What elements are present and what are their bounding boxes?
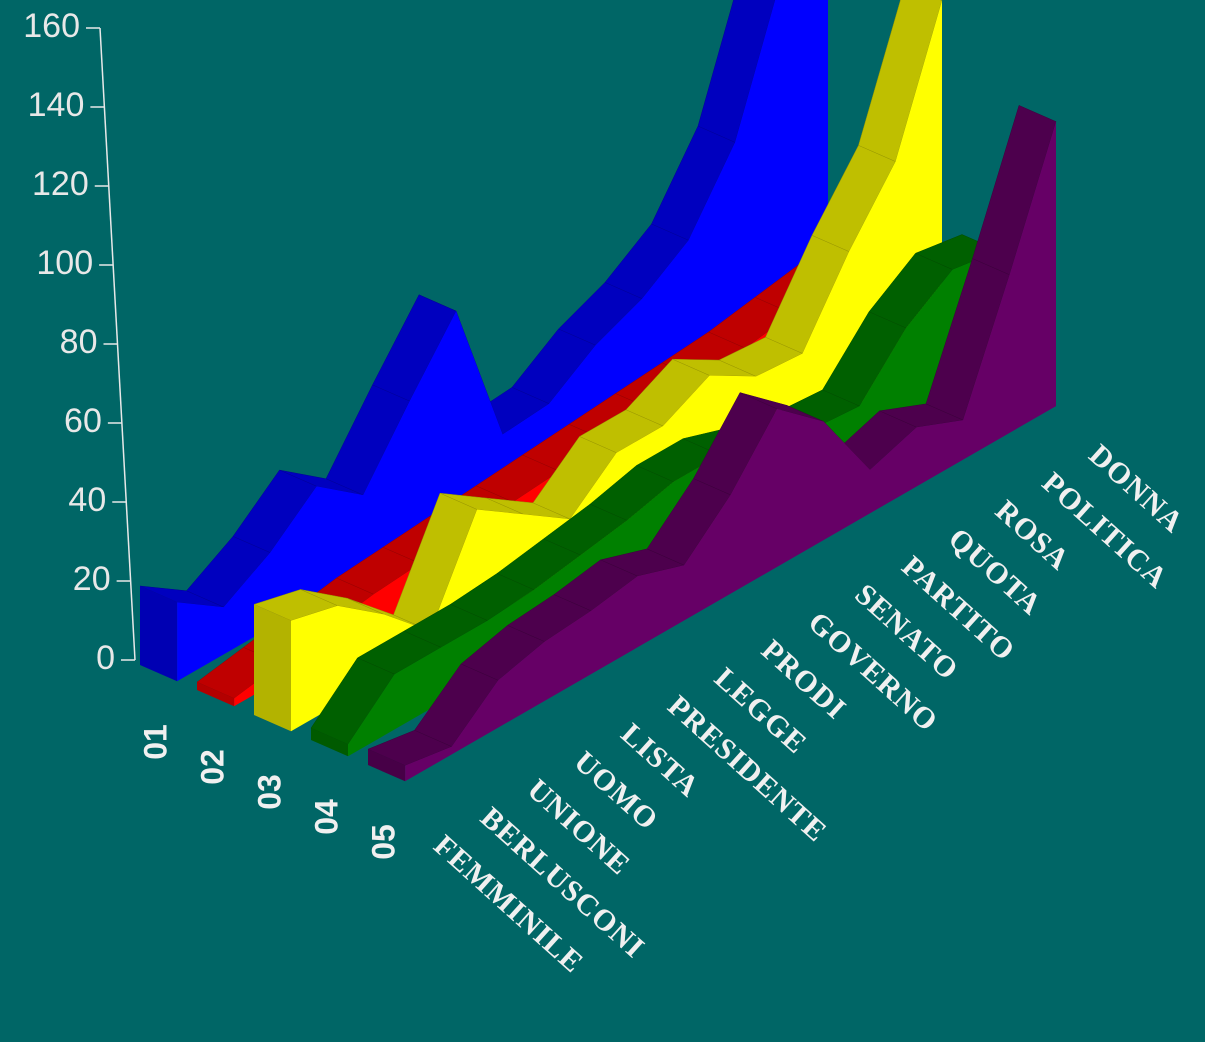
- y-tick-label: 160: [23, 7, 80, 45]
- series-label: 04: [308, 799, 344, 835]
- y-tick-label: 60: [64, 402, 102, 440]
- y-tick-label: 140: [28, 86, 85, 124]
- series-label: 01: [137, 724, 173, 760]
- ribbon-front: [405, 121, 1057, 782]
- ribbon-cap: [197, 682, 235, 707]
- y-tick-label: 100: [36, 244, 93, 282]
- series-label: 05: [365, 824, 401, 860]
- series-label: 02: [194, 749, 230, 785]
- ribbon-front: [291, 0, 942, 732]
- ribbon-cap: [368, 749, 406, 782]
- ribbon-front: [177, 0, 828, 682]
- ribbon-cap: [311, 728, 348, 757]
- series-label: 03: [251, 774, 287, 810]
- y-tick-label: 120: [32, 165, 89, 203]
- ribbon-cap: [254, 604, 291, 732]
- ribbon-cap: [140, 586, 178, 682]
- y-tick-label: 40: [68, 481, 106, 519]
- y-tick-label: 80: [60, 323, 98, 361]
- y-tick-label: 0: [96, 639, 115, 677]
- y-tick-label: 20: [73, 560, 111, 598]
